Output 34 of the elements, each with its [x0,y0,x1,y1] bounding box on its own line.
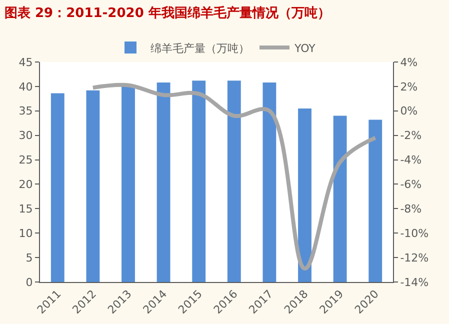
y-tick-label: 40 [18,80,33,94]
y-tick-label: 30 [18,129,33,142]
chart-title: 图表 29：2011-2020 年我国绵羊毛产量情况（万吨） [4,5,330,22]
y2-tick-label: -14% [400,276,429,289]
bar [262,82,276,282]
y2-tick-label: 2% [400,80,418,94]
y-tick-label: 15 [18,202,33,216]
bar [156,82,170,282]
y2-tick-label: 4% [400,56,418,69]
bar [122,86,135,282]
y-tick-label: 45 [18,56,33,69]
bar [86,90,100,282]
bar [368,120,382,282]
y2-tick-label: -10% [400,226,429,240]
y2-tick-label: -8% [400,202,422,216]
y-tick-label: 20 [18,178,33,192]
y-tick-label: 10 [18,226,33,240]
legend-label: YOY [294,42,316,55]
y2-tick-label: -2% [400,129,422,142]
line-series [90,82,378,271]
y2-tick-label: -4% [400,154,422,167]
bar [298,108,312,282]
bar [227,80,241,282]
y-tick-label: 5 [26,251,33,264]
bar [333,116,347,282]
y2-tick-label: -6% [400,178,422,192]
bar [192,80,206,282]
y-tick-label: 25 [18,154,33,167]
y2-tick-label: 0% [400,104,418,118]
y-tick-label: 0 [26,276,33,289]
y2-tick-label: -12% [400,251,429,264]
bar [50,93,64,282]
y-tick-label: 35 [18,104,33,118]
legend-label: 绵羊毛产量（万吨） [150,42,250,55]
